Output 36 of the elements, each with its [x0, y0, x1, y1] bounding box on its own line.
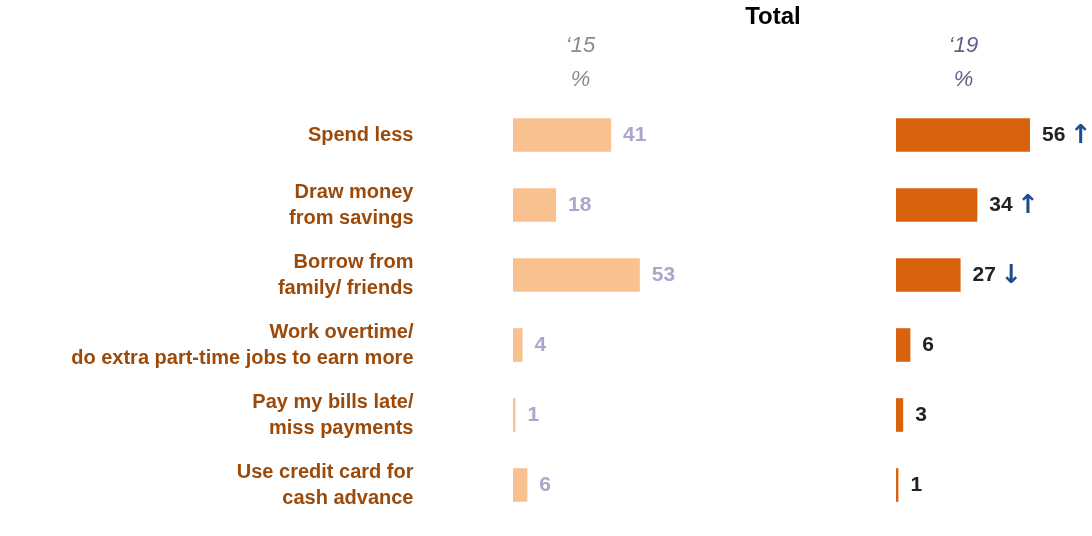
bar [896, 398, 904, 432]
text: ‘19 [948, 31, 979, 57]
chart-title: Total [745, 2, 801, 29]
annotation: ↑ [1070, 119, 1092, 149]
bar [896, 328, 911, 362]
data-label: 27 [972, 262, 996, 285]
bar [896, 118, 1030, 152]
data-label: 6 [539, 472, 552, 495]
bar [896, 258, 961, 292]
annotation: ↑ [1017, 189, 1040, 219]
data-label: 56 [1042, 122, 1066, 145]
y-tick-label: Borrow from family/ friends [277, 250, 414, 298]
y-tick-label: Work overtime/ do extra part-time jobs to earn more [71, 320, 414, 368]
bar [896, 188, 978, 222]
data-label: 6 [922, 332, 935, 355]
annotation: ↓ [1000, 259, 1023, 289]
y-tick-label: Draw money from savings [289, 180, 415, 228]
text: ‘15 [565, 31, 596, 57]
data-label: 1 [527, 402, 540, 425]
y-tick-label: Use credit card for cash advance [236, 460, 414, 508]
data-label: 4 [534, 332, 547, 355]
y-tick-label: Pay my bills late/ miss payments [252, 390, 414, 438]
y-tick-label: Spend less [307, 123, 414, 145]
data-label: 3 [915, 402, 927, 425]
bar [513, 118, 612, 152]
bar [513, 188, 557, 222]
bar [513, 468, 528, 502]
data-label: 18 [568, 192, 592, 215]
x-axis-title: % [953, 65, 974, 91]
x-axis-title: % [570, 65, 591, 91]
data-label: 1 [910, 472, 923, 495]
data-label: 34 [989, 192, 1014, 215]
bar [513, 328, 523, 362]
bar [513, 258, 640, 292]
data-label: 53 [651, 262, 676, 285]
data-label: 41 [623, 122, 647, 145]
